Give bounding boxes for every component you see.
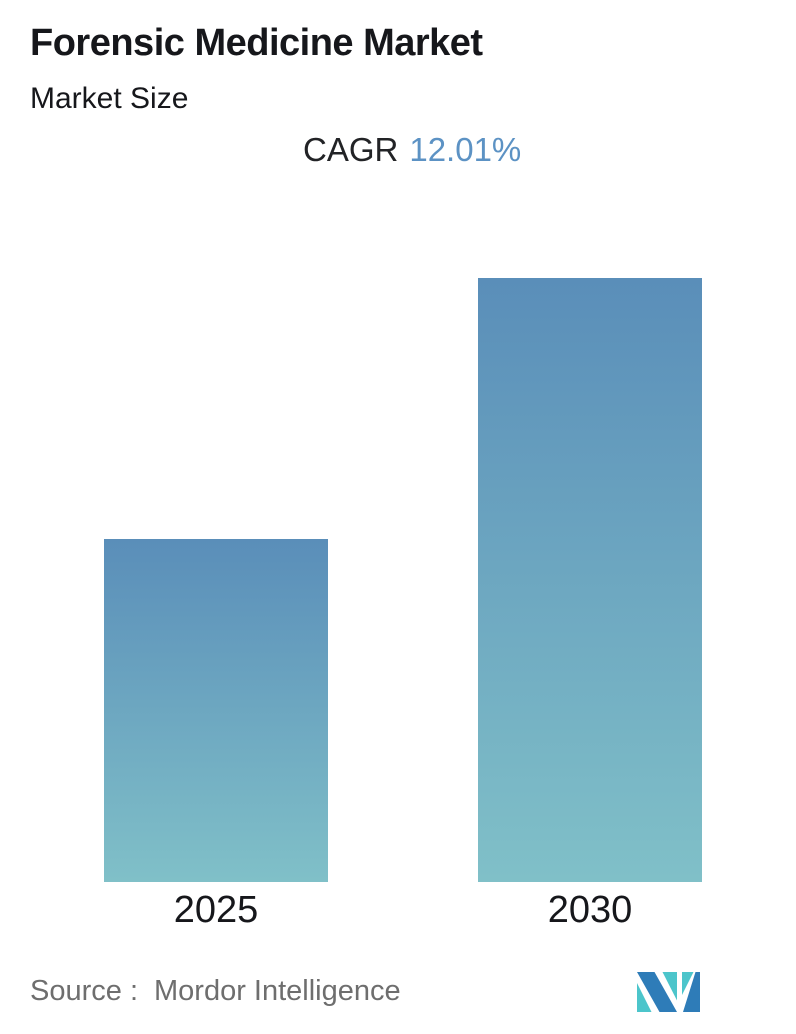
- x-axis-label-2025: 2025: [173, 889, 259, 931]
- cagr-value: 12.01%: [409, 131, 522, 168]
- logo-left-band: [637, 972, 677, 1012]
- source-line: Source : Mordor Intelligence: [30, 975, 401, 1008]
- source-value: Mordor Intelligence: [154, 975, 401, 1007]
- mordor-intelligence-logo: [637, 972, 700, 1012]
- bar-2030: [478, 278, 702, 882]
- cagr-line: CAGR 12.01%: [303, 131, 521, 169]
- logo-left-teal-top: [662, 972, 677, 1001]
- cagr-label: CAGR: [303, 131, 399, 168]
- bar-2025: [104, 539, 328, 882]
- x-axis-label-2030: 2030: [547, 889, 633, 931]
- logo-right-band: [683, 972, 700, 1012]
- source-label: Source :: [30, 975, 138, 1007]
- logo-left-teal-bottom: [637, 983, 652, 1012]
- logo-right-teal: [682, 972, 694, 995]
- chart-subtitle: Market Size: [30, 82, 189, 115]
- page-title: Forensic Medicine Market: [30, 22, 483, 64]
